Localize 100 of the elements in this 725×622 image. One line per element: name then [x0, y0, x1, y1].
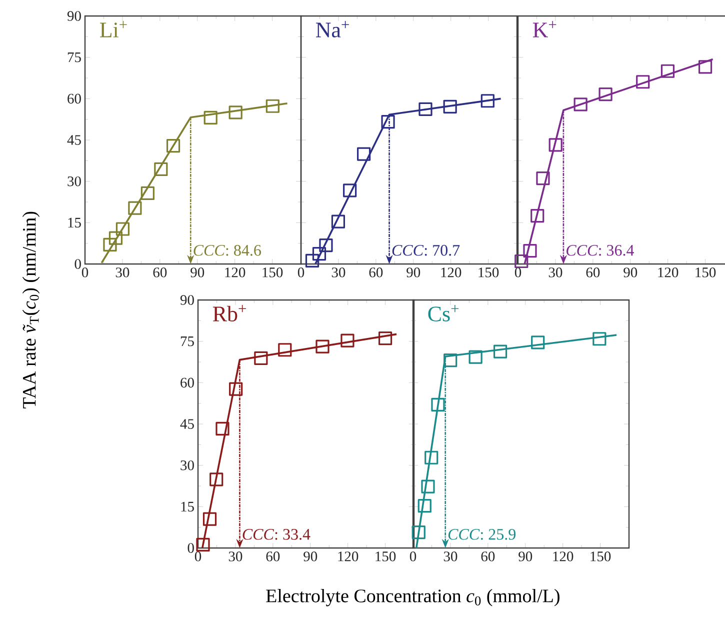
chart-title: K$^{+}$ — [532, 20, 556, 38]
x-tick-label: 150 — [376, 552, 396, 562]
point — [418, 499, 432, 513]
point — [202, 512, 217, 526]
point — [424, 450, 438, 464]
point — [140, 186, 154, 200]
point — [154, 162, 168, 176]
x-tick-label: 120 — [338, 552, 358, 562]
point — [514, 254, 528, 268]
x-tick-label: 60 — [586, 268, 600, 278]
point — [443, 100, 457, 114]
point — [316, 340, 330, 354]
y-tick-label: 15 — [181, 502, 194, 512]
point — [319, 238, 333, 252]
point — [530, 208, 544, 223]
chart-title: Rb$^{+}$ — [212, 304, 246, 322]
x-tick-label: 90 — [406, 268, 420, 278]
y-tick-label: 90 — [67, 11, 81, 21]
point — [381, 115, 395, 129]
x-tick-label: 90 — [518, 552, 532, 562]
chart-title: Li$^{+}$ — [100, 20, 127, 38]
point — [418, 102, 432, 116]
y-tick-label: 30 — [180, 460, 194, 470]
point — [229, 382, 243, 396]
chart-title: Cs$^{+}$ — [428, 304, 458, 322]
x-tick-label: 120 — [225, 268, 246, 278]
point — [444, 354, 458, 368]
x-tick-label: 0 — [194, 552, 202, 562]
x-tick-label: 150 — [478, 268, 499, 278]
point — [431, 398, 445, 412]
y-tick-label: 75 — [180, 336, 194, 346]
point — [228, 106, 242, 120]
point — [108, 231, 123, 245]
point — [196, 538, 210, 552]
y-tick-label: 60 — [68, 94, 81, 104]
point — [493, 344, 508, 358]
point — [523, 244, 537, 258]
y-tick-label: 60 — [180, 378, 194, 388]
x-tick-label: 150 — [696, 268, 716, 278]
point — [312, 247, 326, 261]
x-tick-label: 150 — [262, 268, 283, 278]
x-tick-label: 30 — [444, 552, 458, 562]
annotation: CCC: 33.4 — [242, 528, 310, 540]
y-tick-label: 45 — [180, 419, 194, 429]
point — [531, 336, 545, 350]
point — [574, 98, 588, 112]
point — [468, 350, 482, 364]
point — [636, 75, 650, 89]
point — [343, 184, 357, 198]
point — [204, 110, 218, 124]
chart-title: Na$^{+}$ — [316, 20, 349, 38]
point — [128, 201, 142, 215]
point — [216, 422, 230, 436]
point — [412, 526, 426, 540]
x-tick-label: 0 — [514, 268, 522, 278]
x-tick-label: 0 — [410, 552, 416, 562]
point — [266, 99, 280, 113]
x-tick-label: 120 — [658, 268, 678, 278]
y-tick-label: 15 — [68, 218, 81, 228]
x-tick-label: 60 — [481, 552, 495, 562]
point — [660, 64, 675, 78]
point — [103, 238, 117, 252]
x-tick-label: 60 — [266, 552, 280, 562]
x-tick-label: 0 — [82, 268, 88, 278]
annotation: CCC: 84.6 — [194, 244, 261, 256]
y-tick-label: 30 — [68, 176, 81, 186]
x-tick-label: 150 — [590, 552, 611, 562]
x-tick-label: 60 — [153, 268, 167, 278]
y-tick-label: 75 — [68, 52, 81, 62]
x-tick-label: 30 — [228, 552, 242, 562]
y-tick-label: 0 — [74, 259, 81, 269]
annotation: CCC: 25.9 — [448, 528, 516, 540]
x-tick-label: 90 — [624, 268, 638, 278]
x-axis-title: Electrolyte Concentration c$_{0}$ (mmol/L) — [266, 588, 560, 606]
point — [305, 254, 320, 268]
point — [480, 94, 494, 108]
point — [592, 332, 606, 346]
x-tick-label: 90 — [304, 552, 318, 562]
point — [340, 334, 354, 348]
point — [548, 138, 562, 152]
y-tick-label: 0 — [188, 543, 194, 553]
annotation: CCC: 70.7 — [392, 244, 460, 256]
point — [254, 351, 268, 365]
point — [331, 214, 346, 228]
point — [278, 343, 292, 357]
x-tick-label: 30 — [548, 268, 562, 278]
point — [166, 138, 180, 153]
annotation: CCC: 36.4 — [566, 244, 634, 256]
point — [116, 222, 130, 236]
point — [357, 147, 371, 161]
x-tick-label: 60 — [369, 268, 383, 278]
y-tick-label: 90 — [180, 295, 194, 305]
x-tick-label: 120 — [441, 268, 462, 278]
point — [598, 87, 612, 102]
point — [698, 60, 712, 74]
x-tick-label: 120 — [553, 552, 574, 562]
point — [421, 480, 435, 494]
y-axis-title: TAA rate ṽ$_{T}$(c$_{0}$) (nm/min) — [22, 212, 40, 408]
x-tick-label: 90 — [190, 268, 204, 278]
point — [210, 472, 224, 486]
